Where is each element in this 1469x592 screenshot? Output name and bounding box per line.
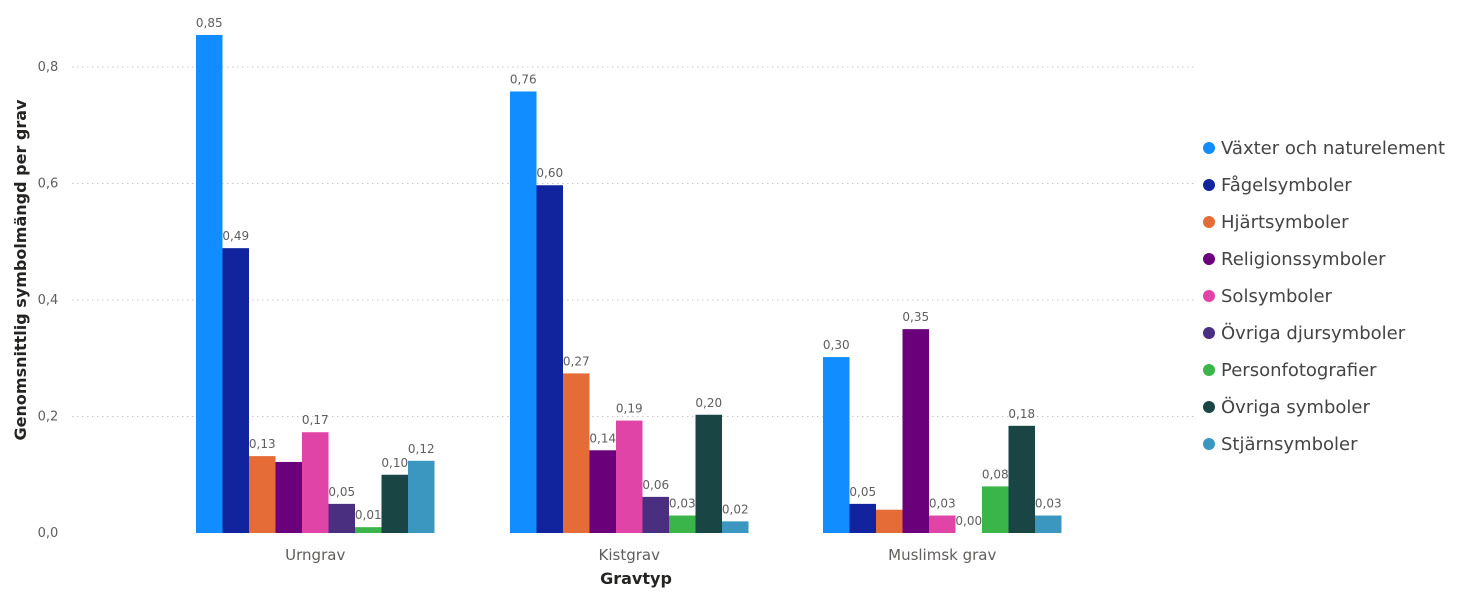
bar [275, 461, 302, 533]
y-tick-label: 0,4 [38, 293, 59, 308]
data-label: 0,05 [328, 485, 355, 499]
bar [616, 420, 643, 533]
data-label: 0,60 [536, 166, 563, 180]
data-label: 0,06 [642, 478, 669, 492]
data-label: 0,08 [982, 467, 1009, 481]
legend: Växter och naturelement Fågelsymboler Hjär… [1203, 138, 1445, 455]
data-label: 0,27 [563, 354, 590, 368]
data-label: 0,30 [823, 338, 850, 352]
bar [589, 450, 616, 533]
legend-label: Religionssymboler [1221, 249, 1386, 270]
bar [722, 521, 749, 533]
y-axis-title: Genomsnittlig symbolmängd per grav [11, 99, 30, 441]
data-label: 0,20 [695, 396, 722, 410]
legend-label: Hjärtsymboler [1221, 212, 1349, 233]
bar [222, 248, 249, 533]
legend-marker [1203, 364, 1215, 376]
bar [381, 474, 408, 533]
y-tick-label: 0,8 [38, 60, 59, 75]
x-tick-label: Muslimsk grav [888, 546, 996, 564]
data-label: 0,10 [381, 456, 408, 470]
legend-marker [1203, 438, 1215, 450]
bar [563, 373, 590, 533]
bar [929, 515, 956, 533]
legend-item[interactable]: Övriga djursymboler [1203, 322, 1406, 344]
legend-label: Stjärnsymboler [1221, 434, 1358, 455]
bar [695, 414, 722, 533]
bar [849, 503, 876, 533]
bar [876, 509, 903, 533]
bar [902, 329, 929, 533]
data-label: 0,85 [196, 16, 223, 30]
legend-label: Personfotografier [1221, 360, 1377, 381]
gridlines [72, 66, 1195, 417]
data-label: 0,19 [616, 402, 643, 416]
data-label: 0,13 [249, 437, 276, 451]
data-label: 0,02 [722, 502, 749, 516]
data-label: 0,17 [302, 413, 329, 427]
y-tick-label: 0,6 [38, 177, 59, 192]
data-label: 0,18 [1008, 407, 1035, 421]
legend-item[interactable]: Personfotografier [1203, 360, 1377, 381]
legend-marker [1203, 142, 1215, 154]
legend-marker [1203, 179, 1215, 191]
bar [1008, 425, 1035, 533]
legend-marker [1203, 216, 1215, 228]
x-axis-categories: Urngrav Kistgrav Muslimsk grav [285, 546, 996, 564]
x-tick-label: Urngrav [285, 546, 345, 564]
y-axis-ticks: 0,0 0,2 0,4 0,6 0,8 [38, 60, 59, 541]
bar [982, 486, 1009, 533]
bar [355, 527, 382, 533]
data-label: 0,03 [669, 497, 696, 511]
data-label: 0,01 [355, 508, 382, 522]
data-label: 0,00 [955, 514, 982, 528]
legend-label: Övriga symboler [1221, 396, 1370, 418]
data-label: 0,49 [222, 229, 249, 243]
x-axis-title: Gravtyp [600, 569, 672, 588]
legend-item[interactable]: Hjärtsymboler [1203, 212, 1349, 233]
bar [196, 34, 223, 534]
legend-label: Växter och naturelement [1221, 138, 1445, 159]
legend-marker [1203, 253, 1215, 265]
bar [1035, 515, 1062, 533]
bar [302, 432, 329, 533]
bar [408, 460, 435, 533]
data-label: 0,03 [929, 497, 956, 511]
legend-item[interactable]: Stjärnsymboler [1203, 434, 1358, 455]
data-label: 0,03 [1035, 497, 1062, 511]
data-label: 0,35 [902, 310, 929, 324]
data-label: 0,05 [849, 485, 876, 499]
bar [510, 91, 537, 533]
x-tick-label: Kistgrav [599, 546, 661, 564]
legend-marker [1203, 401, 1215, 413]
legend-marker [1203, 327, 1215, 339]
legend-item[interactable]: Religionssymboler [1203, 249, 1386, 270]
legend-marker [1203, 290, 1215, 302]
legend-label: Fågelsymboler [1221, 175, 1352, 196]
legend-item[interactable]: Fågelsymboler [1203, 175, 1352, 196]
data-labels: 0,850,490,130,170,050,010,100,120,760,60… [196, 16, 1062, 528]
bar [536, 185, 563, 533]
legend-label: Övriga djursymboler [1221, 322, 1406, 344]
y-tick-label: 0,0 [38, 526, 59, 541]
legend-label: Solsymboler [1221, 286, 1333, 307]
bar [249, 456, 276, 533]
bars [196, 34, 1062, 534]
bar [669, 515, 696, 533]
legend-item[interactable]: Solsymboler [1203, 286, 1333, 307]
legend-item[interactable]: Övriga symboler [1203, 396, 1370, 418]
data-label: 0,12 [408, 442, 435, 456]
bar [823, 357, 850, 533]
data-label: 0,14 [589, 431, 616, 445]
bar [328, 503, 355, 533]
y-tick-label: 0,2 [38, 410, 59, 425]
bar [642, 496, 669, 533]
data-label: 0,76 [510, 72, 537, 86]
legend-item[interactable]: Växter och naturelement [1203, 138, 1445, 159]
